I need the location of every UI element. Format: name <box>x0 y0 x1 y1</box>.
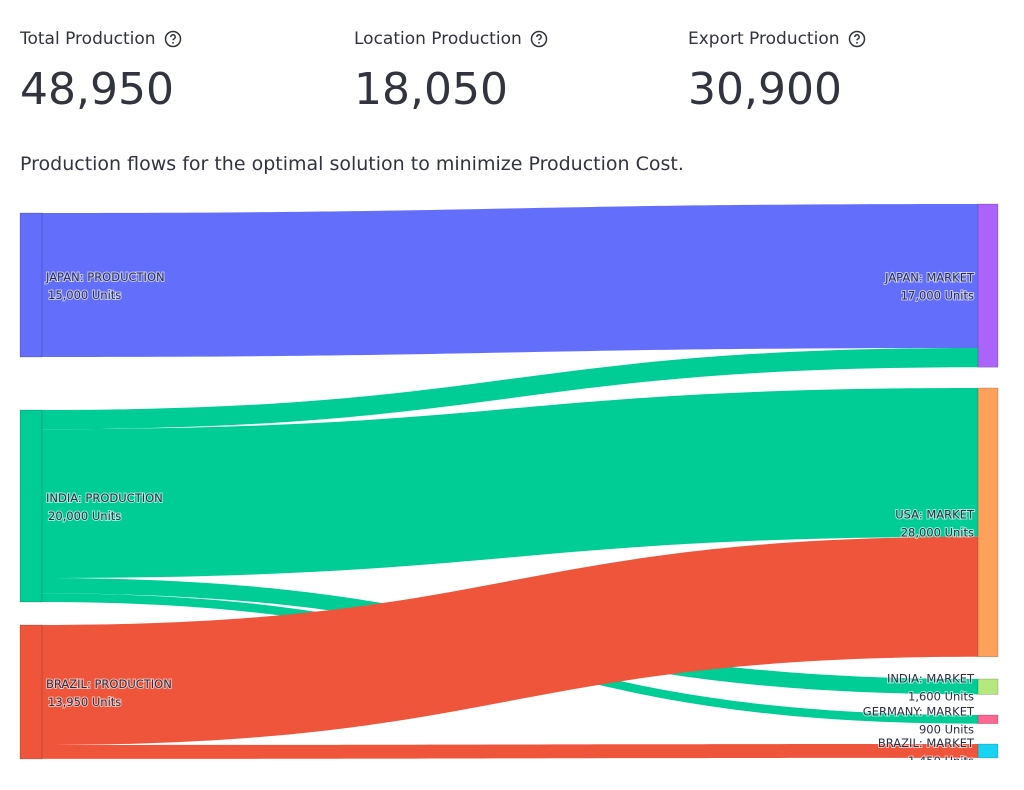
sankey-chart: JAPAN: PRODUCTION 15,000 Units INDIA: PROD… <box>19 203 999 762</box>
flow-link <box>42 744 978 759</box>
node-label: JAPAN: PRODUCTION <box>45 270 165 284</box>
node-label: BRAZIL: PRODUCTION <box>46 677 172 691</box>
node-value-label: 1,600 Units <box>908 690 974 704</box>
node-label: USA: MARKET <box>895 507 975 521</box>
node-value-label: 28,000 Units <box>901 525 974 539</box>
help-icon[interactable] <box>530 30 548 48</box>
help-icon[interactable] <box>164 30 182 48</box>
node <box>19 624 43 760</box>
node-value-label: 17,000 Units <box>901 289 974 303</box>
metric: Export Production 30,900 <box>688 26 1008 120</box>
node-value-label: 900 Units <box>919 722 974 736</box>
flow-link <box>42 348 978 430</box>
metric: Location Production 18,050 <box>354 26 674 120</box>
node <box>977 714 999 724</box>
metric-label: Total Production <box>20 29 156 49</box>
flow-link <box>42 388 978 578</box>
node <box>977 743 999 759</box>
node <box>977 203 999 368</box>
node-label: GERMANY: MARKET <box>863 704 975 718</box>
node <box>19 409 43 603</box>
node-value-label: 20,000 Units <box>48 509 121 523</box>
metric: Total Production 48,950 <box>20 26 340 120</box>
node-label: INDIA: PRODUCTION <box>46 491 163 505</box>
metric-value: 30,900 <box>688 64 842 115</box>
metric-value: 18,050 <box>354 64 508 115</box>
node-label: BRAZIL: MARKET <box>878 736 975 750</box>
metric-label: Location Production <box>354 29 522 49</box>
metric-label: Export Production <box>688 29 840 49</box>
node-label: JAPAN: MARKET <box>884 271 975 285</box>
node-label: INDIA: MARKET <box>887 672 975 686</box>
flow-link <box>42 536 978 745</box>
node <box>977 387 999 658</box>
node-value-label: 1,450 Units <box>908 754 974 762</box>
help-icon[interactable] <box>848 30 866 48</box>
node <box>977 678 999 695</box>
node-value-label: 15,000 Units <box>48 288 121 302</box>
node-value-label: 13,950 Units <box>48 695 121 709</box>
node <box>19 212 43 358</box>
flow-link <box>42 204 978 357</box>
metric-value: 48,950 <box>20 64 174 115</box>
description: Production flows for the optimal solutio… <box>20 153 684 175</box>
